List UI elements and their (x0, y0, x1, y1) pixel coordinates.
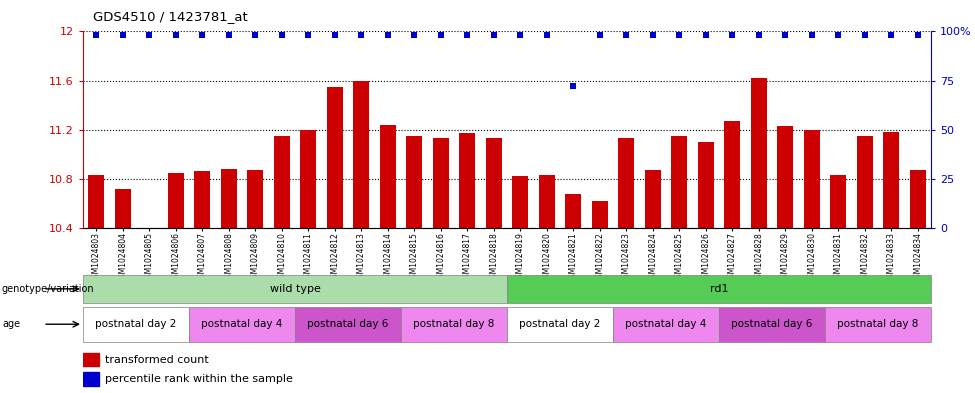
Point (168, 32, 183, 39)
Bar (83, 353, 98, 366)
Bar (459, 133, 475, 228)
Bar (539, 175, 555, 228)
Text: age: age (2, 319, 20, 329)
Bar (83, 275, 507, 303)
Point (433, 32, 448, 39)
Text: postnatal day 4: postnatal day 4 (625, 319, 707, 329)
Text: postnatal day 8: postnatal day 8 (413, 319, 494, 329)
Text: postnatal day 6: postnatal day 6 (307, 319, 389, 329)
Text: postnatal day 4: postnatal day 4 (201, 319, 283, 329)
Point (115, 32, 131, 39)
Bar (507, 275, 931, 303)
Point (248, 32, 263, 39)
Bar (566, 194, 581, 228)
Point (221, 32, 237, 39)
Bar (910, 170, 926, 228)
Bar (407, 136, 422, 228)
Bar (831, 175, 846, 228)
Bar (194, 171, 210, 228)
Text: wild type: wild type (269, 284, 321, 294)
Text: postnatal day 2: postnatal day 2 (96, 319, 176, 329)
Text: rd1: rd1 (710, 284, 728, 294)
Point (618, 32, 634, 39)
Text: genotype/variation: genotype/variation (2, 284, 95, 294)
Bar (83, 307, 189, 342)
Bar (189, 307, 294, 342)
Bar (486, 138, 502, 228)
Bar (592, 201, 607, 228)
Bar (751, 78, 766, 228)
Bar (507, 307, 613, 342)
Bar (220, 169, 237, 228)
Text: postnatal day 6: postnatal day 6 (731, 319, 813, 329)
Bar (168, 173, 183, 228)
Point (300, 32, 316, 39)
Point (592, 32, 607, 39)
Point (141, 32, 157, 39)
Point (539, 32, 555, 39)
Bar (433, 138, 448, 228)
Point (777, 32, 793, 39)
Bar (883, 132, 899, 228)
Bar (248, 170, 263, 228)
Point (274, 32, 290, 39)
Point (831, 32, 846, 39)
Bar (401, 307, 507, 342)
Point (327, 32, 342, 39)
Text: postnatal day 2: postnatal day 2 (520, 319, 601, 329)
Point (194, 32, 210, 39)
Point (353, 32, 369, 39)
Bar (613, 307, 720, 342)
Bar (825, 307, 931, 342)
Point (513, 32, 528, 39)
Bar (618, 138, 634, 228)
Bar (380, 125, 396, 228)
Point (486, 32, 501, 39)
Bar (88, 175, 104, 228)
Bar (672, 136, 687, 228)
Bar (353, 81, 370, 228)
Bar (300, 130, 316, 228)
Point (883, 32, 899, 39)
Bar (803, 130, 820, 228)
Bar (724, 121, 740, 228)
Bar (294, 307, 401, 342)
Text: postnatal day 8: postnatal day 8 (838, 319, 918, 329)
Bar (777, 126, 794, 228)
Text: GDS4510 / 1423781_at: GDS4510 / 1423781_at (93, 10, 248, 23)
Point (645, 32, 661, 39)
Bar (327, 87, 342, 228)
Bar (274, 136, 290, 228)
Bar (115, 189, 131, 228)
Point (89, 32, 104, 39)
Point (566, 83, 581, 90)
Bar (857, 136, 873, 228)
Bar (83, 372, 98, 386)
Point (804, 32, 820, 39)
Point (857, 32, 873, 39)
Point (910, 32, 925, 39)
Point (380, 32, 396, 39)
Text: transformed count: transformed count (105, 354, 210, 365)
Bar (512, 176, 528, 228)
Point (459, 32, 475, 39)
Bar (720, 307, 825, 342)
Point (724, 32, 740, 39)
Point (672, 32, 687, 39)
Point (407, 32, 422, 39)
Bar (644, 170, 661, 228)
Point (698, 32, 714, 39)
Bar (698, 142, 714, 228)
Point (751, 32, 766, 39)
Text: percentile rank within the sample: percentile rank within the sample (105, 374, 293, 384)
